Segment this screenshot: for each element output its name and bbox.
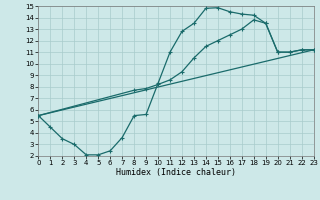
- X-axis label: Humidex (Indice chaleur): Humidex (Indice chaleur): [116, 168, 236, 177]
